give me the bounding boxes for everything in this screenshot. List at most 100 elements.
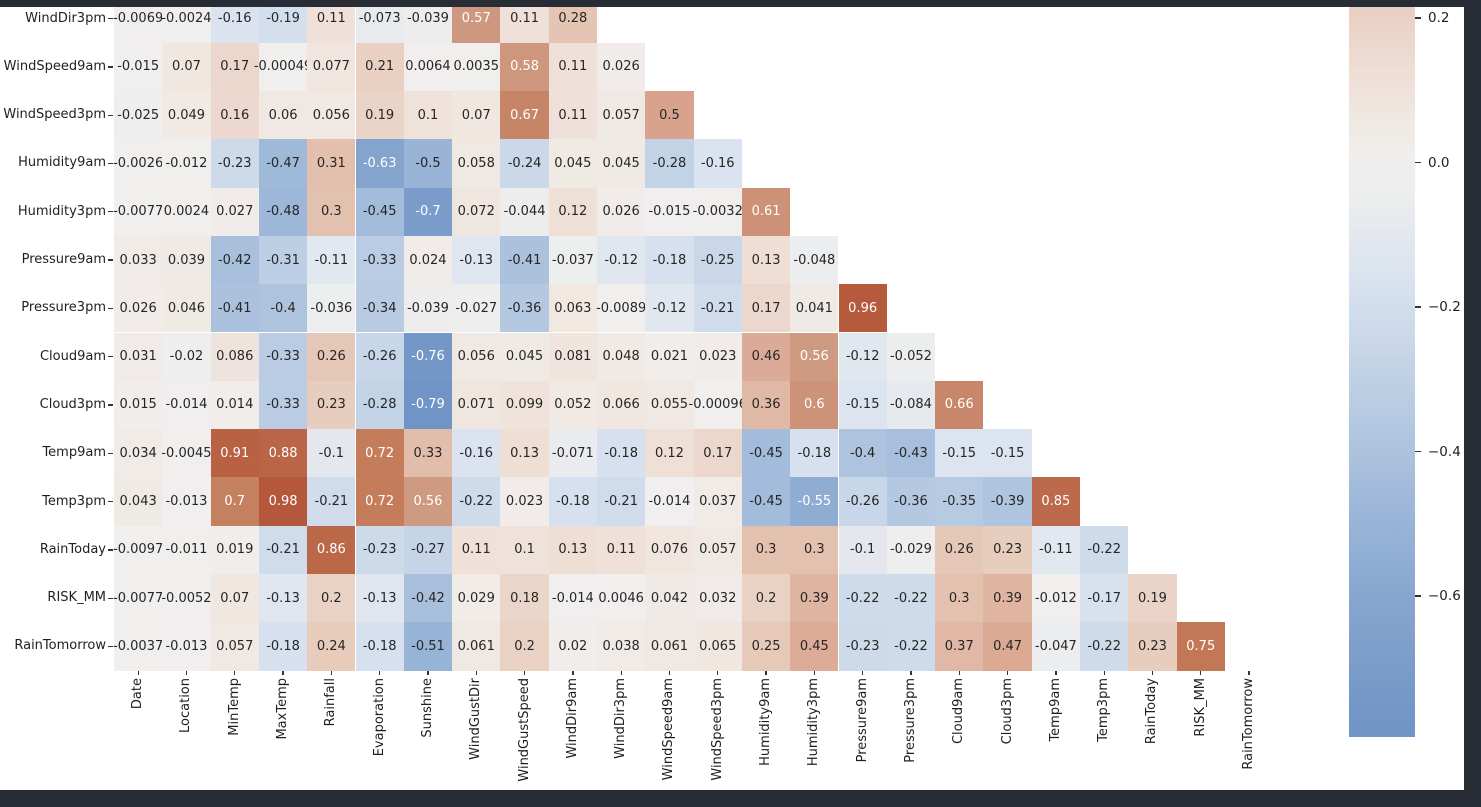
heatmap-cell: -0.42 [403, 574, 453, 623]
heatmap-cell: -0.048 [790, 235, 839, 285]
heatmap-cell: -0.18 [597, 429, 646, 478]
heatmap-cell: 0.026 [114, 284, 163, 333]
y-tick-mark [108, 259, 113, 261]
heatmap-cell: -0.029 [886, 525, 936, 574]
heatmap-cell: -0.014 [645, 477, 694, 526]
row-label: Temp3pm [42, 493, 106, 509]
heatmap-cell: 0.13 [500, 429, 549, 478]
heatmap-cell: -0.00096 [689, 380, 747, 430]
x-axis-label: WindGustSpeed [516, 678, 532, 782]
heatmap-cell: -0.16 [210, 7, 259, 43]
heatmap-cell: 0.19 [355, 91, 404, 140]
heatmap-cell: 0.56 [403, 477, 453, 526]
x-tick-mark [1055, 670, 1057, 676]
row-label: WindSpeed9am [3, 58, 106, 74]
heatmap-cell: 0.11 [452, 525, 501, 574]
heatmap-cell: -0.071 [548, 429, 597, 478]
x-tick-mark [1006, 670, 1009, 676]
heatmap-cell: 0.11 [597, 525, 646, 574]
heatmap-cell: 0.038 [597, 622, 646, 671]
heatmap-cell: 0.61 [741, 187, 791, 236]
heatmap-cell: -0.044 [500, 187, 549, 236]
heatmap-cell: 0.052 [548, 380, 597, 430]
heatmap-cell: 0.019 [210, 525, 259, 574]
x-axis-label: WindSpeed9am [661, 678, 677, 781]
heatmap-cell: 0.12 [548, 187, 597, 236]
x-axis-label: Date [130, 678, 146, 710]
y-tick-mark [108, 597, 113, 599]
heatmap-cell: 0.041 [790, 284, 839, 333]
heatmap-cell: 0.07 [210, 574, 259, 623]
x-axis-label: Evaporation [371, 678, 387, 757]
heatmap-cell: 0.24 [307, 622, 356, 671]
heatmap-cell: 0.11 [307, 7, 356, 43]
heatmap-cell: -0.0037 [113, 622, 163, 671]
heatmap-cell: -0.0026 [113, 139, 163, 188]
heatmap-cell: 0.046 [162, 284, 211, 333]
colorbar-tick-label: −0.2 [1428, 299, 1461, 315]
y-tick-mark [108, 404, 113, 406]
heatmap-cell: -0.51 [403, 622, 453, 671]
heatmap-cell: 0.72 [355, 477, 404, 526]
heatmap-cell: -0.084 [886, 380, 936, 430]
heatmap-cell: 0.23 [1128, 622, 1177, 671]
heatmap-cell: -0.45 [355, 187, 404, 236]
heatmap-cell: -0.19 [258, 7, 308, 43]
heatmap-cell: -0.34 [355, 284, 404, 333]
heatmap-cell: 0.7 [210, 477, 259, 526]
x-axis-label: Temp3pm [1096, 678, 1112, 742]
heatmap-cell: 0.5 [645, 91, 694, 140]
x-tick-mark [1151, 670, 1154, 676]
heatmap-cell: 0.3 [307, 187, 356, 236]
x-axis-label: RainToday [1144, 678, 1160, 745]
heatmap-cell: 0.23 [307, 380, 356, 430]
heatmap-cell: 0.0064 [403, 42, 453, 91]
heatmap-cell: 0.029 [452, 574, 501, 623]
heatmap-cell: -0.073 [355, 7, 404, 43]
y-tick-mark [108, 211, 113, 213]
heatmap-cell: 0.086 [210, 332, 259, 381]
heatmap-cell: 0.045 [548, 139, 597, 188]
heatmap-cell: 0.37 [935, 622, 984, 671]
heatmap-cell: 0.36 [741, 380, 791, 430]
heatmap-cell: -0.12 [597, 235, 646, 285]
heatmap-cell: 0.061 [452, 622, 501, 671]
heatmap-cell: -0.16 [452, 429, 501, 478]
heatmap-cell: 0.31 [307, 139, 356, 188]
x-axis-label: MaxTemp [275, 678, 291, 740]
x-axis-label: Pressure3pm [902, 678, 918, 763]
heatmap-cell: 0.57 [452, 7, 501, 43]
heatmap-cell: -0.23 [210, 139, 259, 188]
heatmap-cell: -0.039 [403, 7, 453, 43]
heatmap-cell: 0.032 [693, 574, 742, 623]
heatmap-cell: -0.1 [307, 429, 356, 478]
heatmap-cell: -0.22 [452, 477, 501, 526]
x-axis-label: Humidity3pm [806, 678, 822, 767]
colorbar-tick-mark [1415, 161, 1421, 164]
heatmap-cell: 0.19 [1128, 574, 1177, 623]
y-tick-mark [108, 356, 113, 358]
x-tick-mark [958, 670, 960, 676]
heatmap-cell: -0.5 [403, 139, 453, 188]
heatmap-cell: 0.066 [597, 380, 646, 430]
heatmap-cell: -0.39 [983, 477, 1032, 526]
row-label: Pressure9am [21, 252, 106, 268]
heatmap-cell: -0.015 [114, 42, 163, 91]
heatmap-cell: -0.0032 [693, 187, 743, 236]
heatmap-cell: 0.021 [645, 332, 694, 381]
heatmap-cell: -0.15 [983, 429, 1032, 478]
heatmap-cell: -0.22 [886, 574, 936, 623]
heatmap-cell: 0.13 [548, 525, 597, 574]
heatmap-cell: -0.36 [886, 477, 936, 526]
x-tick-mark [910, 670, 912, 676]
row-label: WindDir3pm [25, 10, 106, 26]
heatmap-cell: -0.22 [838, 574, 887, 623]
x-axis-label: WindGustDir [468, 678, 484, 760]
heatmap-cell: -0.15 [838, 380, 887, 430]
heatmap-cell: -0.013 [162, 477, 211, 526]
heatmap-cell: 0.18 [500, 574, 549, 623]
heatmap-cell: -0.24 [500, 139, 549, 188]
x-axis-label: Pressure9am [854, 678, 870, 763]
heatmap-cell: 0.0024 [162, 187, 211, 236]
